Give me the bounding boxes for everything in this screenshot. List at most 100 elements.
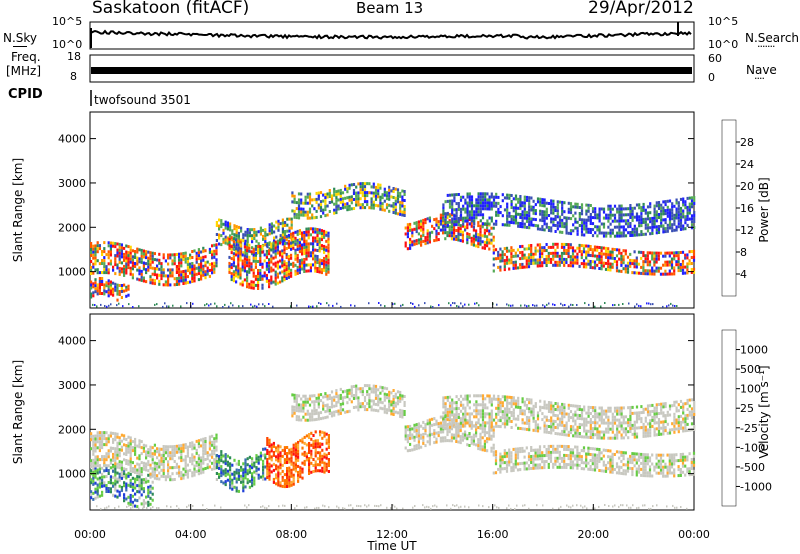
range-cell — [587, 259, 590, 263]
range-cell — [321, 442, 324, 446]
range-cell — [468, 303, 470, 306]
range-cell — [142, 261, 145, 265]
range-cell — [325, 260, 328, 264]
range-cell — [392, 395, 395, 398]
range-cell — [244, 485, 247, 489]
range-cell — [453, 228, 456, 232]
range-cell — [688, 208, 691, 212]
range-cell — [171, 253, 174, 257]
range-cell — [246, 276, 249, 280]
range-cell — [348, 391, 351, 395]
range-cell — [317, 194, 320, 198]
range-cell — [294, 254, 297, 258]
range-cell — [534, 224, 537, 228]
range-cell — [622, 225, 625, 229]
range-cell — [162, 472, 165, 475]
range-cell — [475, 232, 478, 236]
range-cell — [635, 218, 639, 222]
range-cell — [324, 404, 327, 408]
range-cell — [653, 272, 656, 276]
range-cell — [673, 254, 676, 258]
range-cell — [303, 435, 306, 439]
range-cell — [534, 463, 537, 467]
range-cell — [622, 231, 625, 235]
range-cell — [255, 233, 258, 237]
range-cell — [103, 286, 106, 290]
range-cell — [688, 196, 691, 200]
range-cell — [109, 244, 112, 248]
range-cell — [127, 471, 130, 475]
range-cell — [120, 460, 123, 464]
range-cell — [294, 239, 297, 243]
range-cell — [337, 189, 340, 193]
range-cell — [266, 440, 269, 443]
range-cell — [668, 223, 672, 227]
range-cell — [215, 264, 218, 268]
range-cell — [576, 466, 579, 470]
range-cell — [530, 262, 533, 265]
range-cell — [239, 258, 242, 262]
range-cell — [591, 210, 595, 214]
range-cell — [232, 304, 234, 307]
range-cell — [607, 213, 610, 217]
range-cell — [171, 268, 174, 272]
range-cell — [92, 479, 95, 483]
range-cell — [109, 280, 112, 284]
range-cell — [558, 215, 562, 219]
range-cell — [211, 452, 214, 456]
range-cell — [530, 223, 533, 227]
range-cell — [160, 265, 163, 269]
range-cell — [335, 389, 338, 393]
y-tick-label: 3000 — [58, 177, 86, 190]
range-cell — [536, 304, 538, 307]
range-cell — [112, 290, 115, 294]
range-cell — [101, 271, 104, 274]
range-cell — [94, 443, 97, 447]
range-cell — [383, 208, 386, 212]
range-cell — [175, 444, 178, 448]
range-cell — [390, 391, 393, 395]
range-cell — [430, 305, 432, 308]
range-cell — [539, 212, 542, 216]
range-cell — [116, 441, 119, 445]
range-cell — [536, 463, 539, 467]
range-cell — [618, 228, 621, 232]
range-cell — [107, 294, 110, 298]
range-cell — [286, 229, 289, 233]
range-cell — [306, 400, 309, 404]
range-cell — [675, 201, 678, 205]
range-cell — [600, 231, 603, 235]
range-cell — [204, 255, 207, 259]
range-cell — [105, 466, 108, 469]
range-cell — [484, 192, 487, 196]
range-cell — [281, 242, 284, 246]
range-cell — [684, 265, 687, 269]
range-cell — [224, 235, 227, 239]
range-cell — [600, 305, 602, 308]
range-cell — [162, 256, 165, 260]
range-cell — [109, 241, 112, 245]
range-cell — [396, 200, 400, 204]
range-cell — [195, 251, 198, 255]
range-cell — [308, 394, 312, 398]
range-cell — [281, 463, 284, 467]
range-cell — [116, 453, 119, 457]
range-cell — [633, 262, 636, 266]
range-cell — [668, 208, 672, 212]
range-cell — [377, 388, 380, 392]
range-cell — [508, 220, 511, 224]
range-cell — [574, 211, 577, 215]
range-cell — [193, 276, 196, 280]
range-cell — [690, 226, 694, 230]
range-cell — [481, 448, 484, 452]
range-cell — [118, 290, 121, 293]
range-cell — [363, 206, 367, 210]
range-cell — [191, 250, 194, 253]
range-cell — [446, 433, 449, 437]
range-cell — [320, 238, 323, 242]
range-cell — [457, 232, 460, 236]
range-cell — [272, 444, 275, 448]
range-cell — [363, 405, 367, 409]
range-cell — [314, 445, 317, 449]
range-cell — [461, 236, 464, 240]
